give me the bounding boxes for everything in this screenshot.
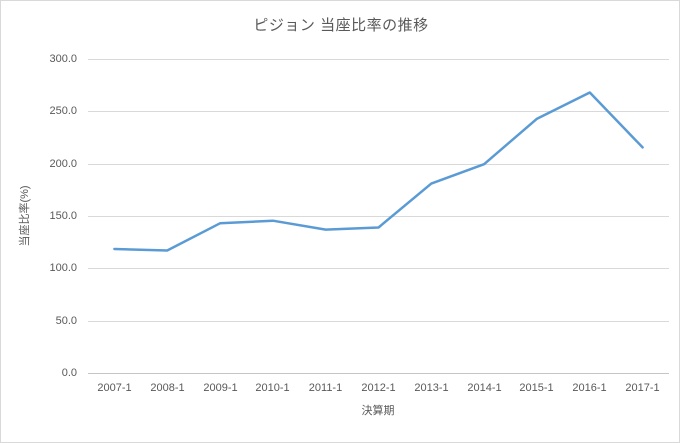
line-series [113, 91, 644, 252]
gridline [88, 111, 669, 112]
gridline [88, 164, 669, 165]
x-tick-label: 2015-1 [519, 382, 554, 394]
y-tick-label: 300.0 [49, 53, 77, 65]
x-tick-label: 2010-1 [255, 382, 290, 394]
chart-title: ピジョン 当座比率の推移 [253, 17, 429, 34]
x-tick-label: 2007-1 [97, 382, 132, 394]
x-tick-label: 2017-1 [625, 382, 660, 394]
x-tick-label: 2014-1 [467, 382, 502, 394]
gridline [88, 321, 669, 322]
gridline [88, 268, 669, 269]
y-tick-label: 50.0 [55, 315, 77, 327]
x-tick-label: 2012-1 [361, 382, 396, 394]
series-line [113, 91, 644, 252]
gridline [88, 216, 669, 217]
y-tick-label: 100.0 [49, 262, 77, 274]
x-tick-label: 2016-1 [572, 382, 607, 394]
x-tick-label: 2013-1 [414, 382, 449, 394]
y-tick-label: 250.0 [49, 105, 77, 117]
x-tick-label: 2011-1 [308, 382, 343, 394]
x-tick-label: 2008-1 [150, 382, 185, 394]
gridline [88, 59, 669, 60]
x-tick-label: 2009-1 [203, 382, 238, 394]
y-tick-label: 0.0 [61, 367, 77, 379]
x-axis-title: 決算期 [361, 405, 395, 417]
y-tick-label: 200.0 [49, 158, 77, 170]
plot-area [88, 59, 669, 374]
y-tick-label: 150.0 [49, 210, 77, 222]
